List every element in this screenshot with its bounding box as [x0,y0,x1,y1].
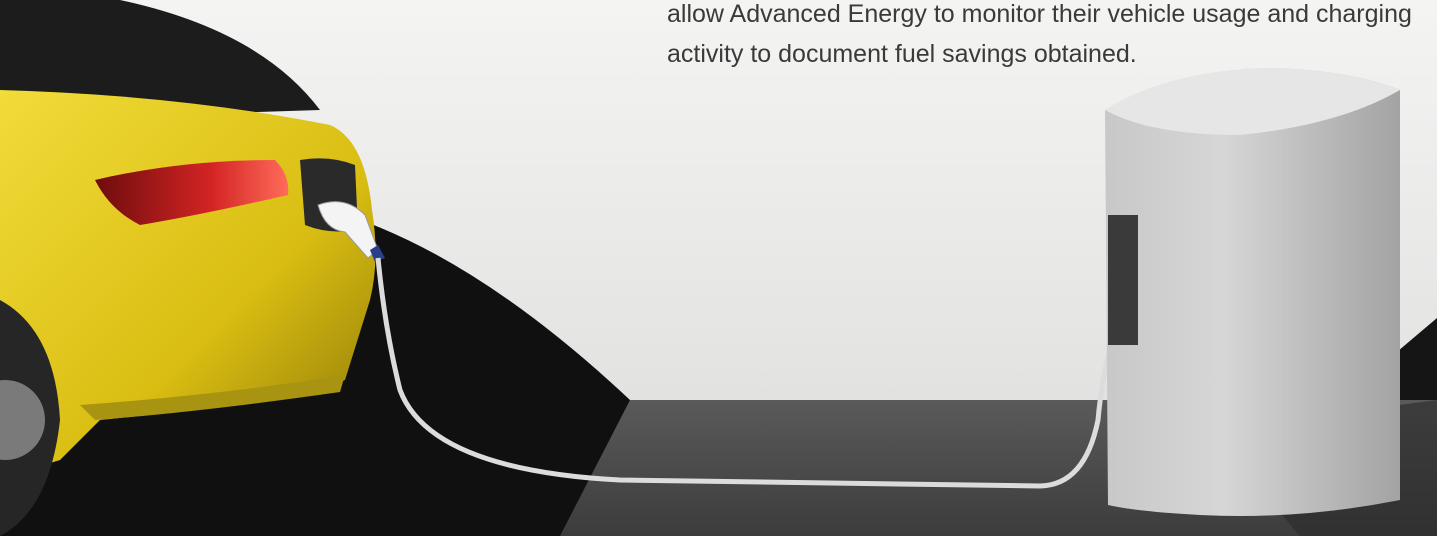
post-slot [1108,215,1138,345]
rim [0,380,45,460]
plug-ring [370,245,385,262]
caption: allow Advanced Energy to monitor their v… [667,0,1437,74]
cable [375,257,1141,489]
car-roof [0,0,320,120]
caption-line: activity to document fuel savings obtain… [667,40,1137,68]
post-top [1105,68,1400,135]
bumper [80,375,345,420]
tail-light [95,160,289,225]
caption-line: allow Advanced Energy to monitor their v… [667,0,1412,28]
charging-post [1105,68,1400,516]
